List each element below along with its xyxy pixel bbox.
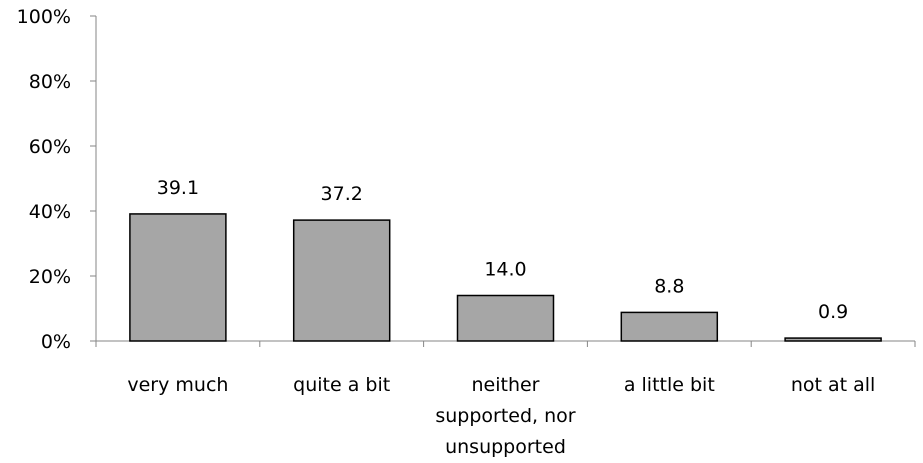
value-label: 39.1 [157,177,199,199]
y-tick-label: 0% [41,331,71,353]
y-tick-label: 80% [29,71,71,93]
category-label-line: quite a bit [293,374,390,396]
bar [292,219,391,342]
y-tick-label: 60% [29,136,71,158]
category-label-line: neither [471,374,539,396]
category-label-line: supported, nor [435,405,575,427]
value-label: 14.0 [484,259,526,281]
category-label: quite a bit [293,374,390,396]
category-label: a little bit [624,374,715,396]
value-labels: 39.1 37.2 14.0 8.8 0.9 [157,177,848,323]
y-tick-label: 40% [29,201,71,223]
category-label-line: unsupported [445,436,566,458]
bars [129,213,882,342]
value-label: 8.8 [654,275,684,297]
y-tick-label: 100% [17,6,71,28]
value-label: 0.9 [818,301,848,323]
bar [456,294,555,342]
category-label-line: not at all [791,374,876,396]
bar [784,337,882,342]
y-tick-label: 20% [29,266,71,288]
category-label: very much [127,374,228,396]
y-axis: 0% 20% 40% 60% 80% 100% [17,6,97,353]
x-axis [95,340,916,347]
bar [129,213,227,342]
category-labels: very much quite a bit neither supported, no… [127,374,875,458]
value-label: 37.2 [321,183,363,205]
category-label: not at all [791,374,876,396]
bar [620,311,719,342]
category-label: neither supported, nor unsupported [435,374,575,458]
category-label-line: very much [127,374,228,396]
category-label-line: a little bit [624,374,715,396]
